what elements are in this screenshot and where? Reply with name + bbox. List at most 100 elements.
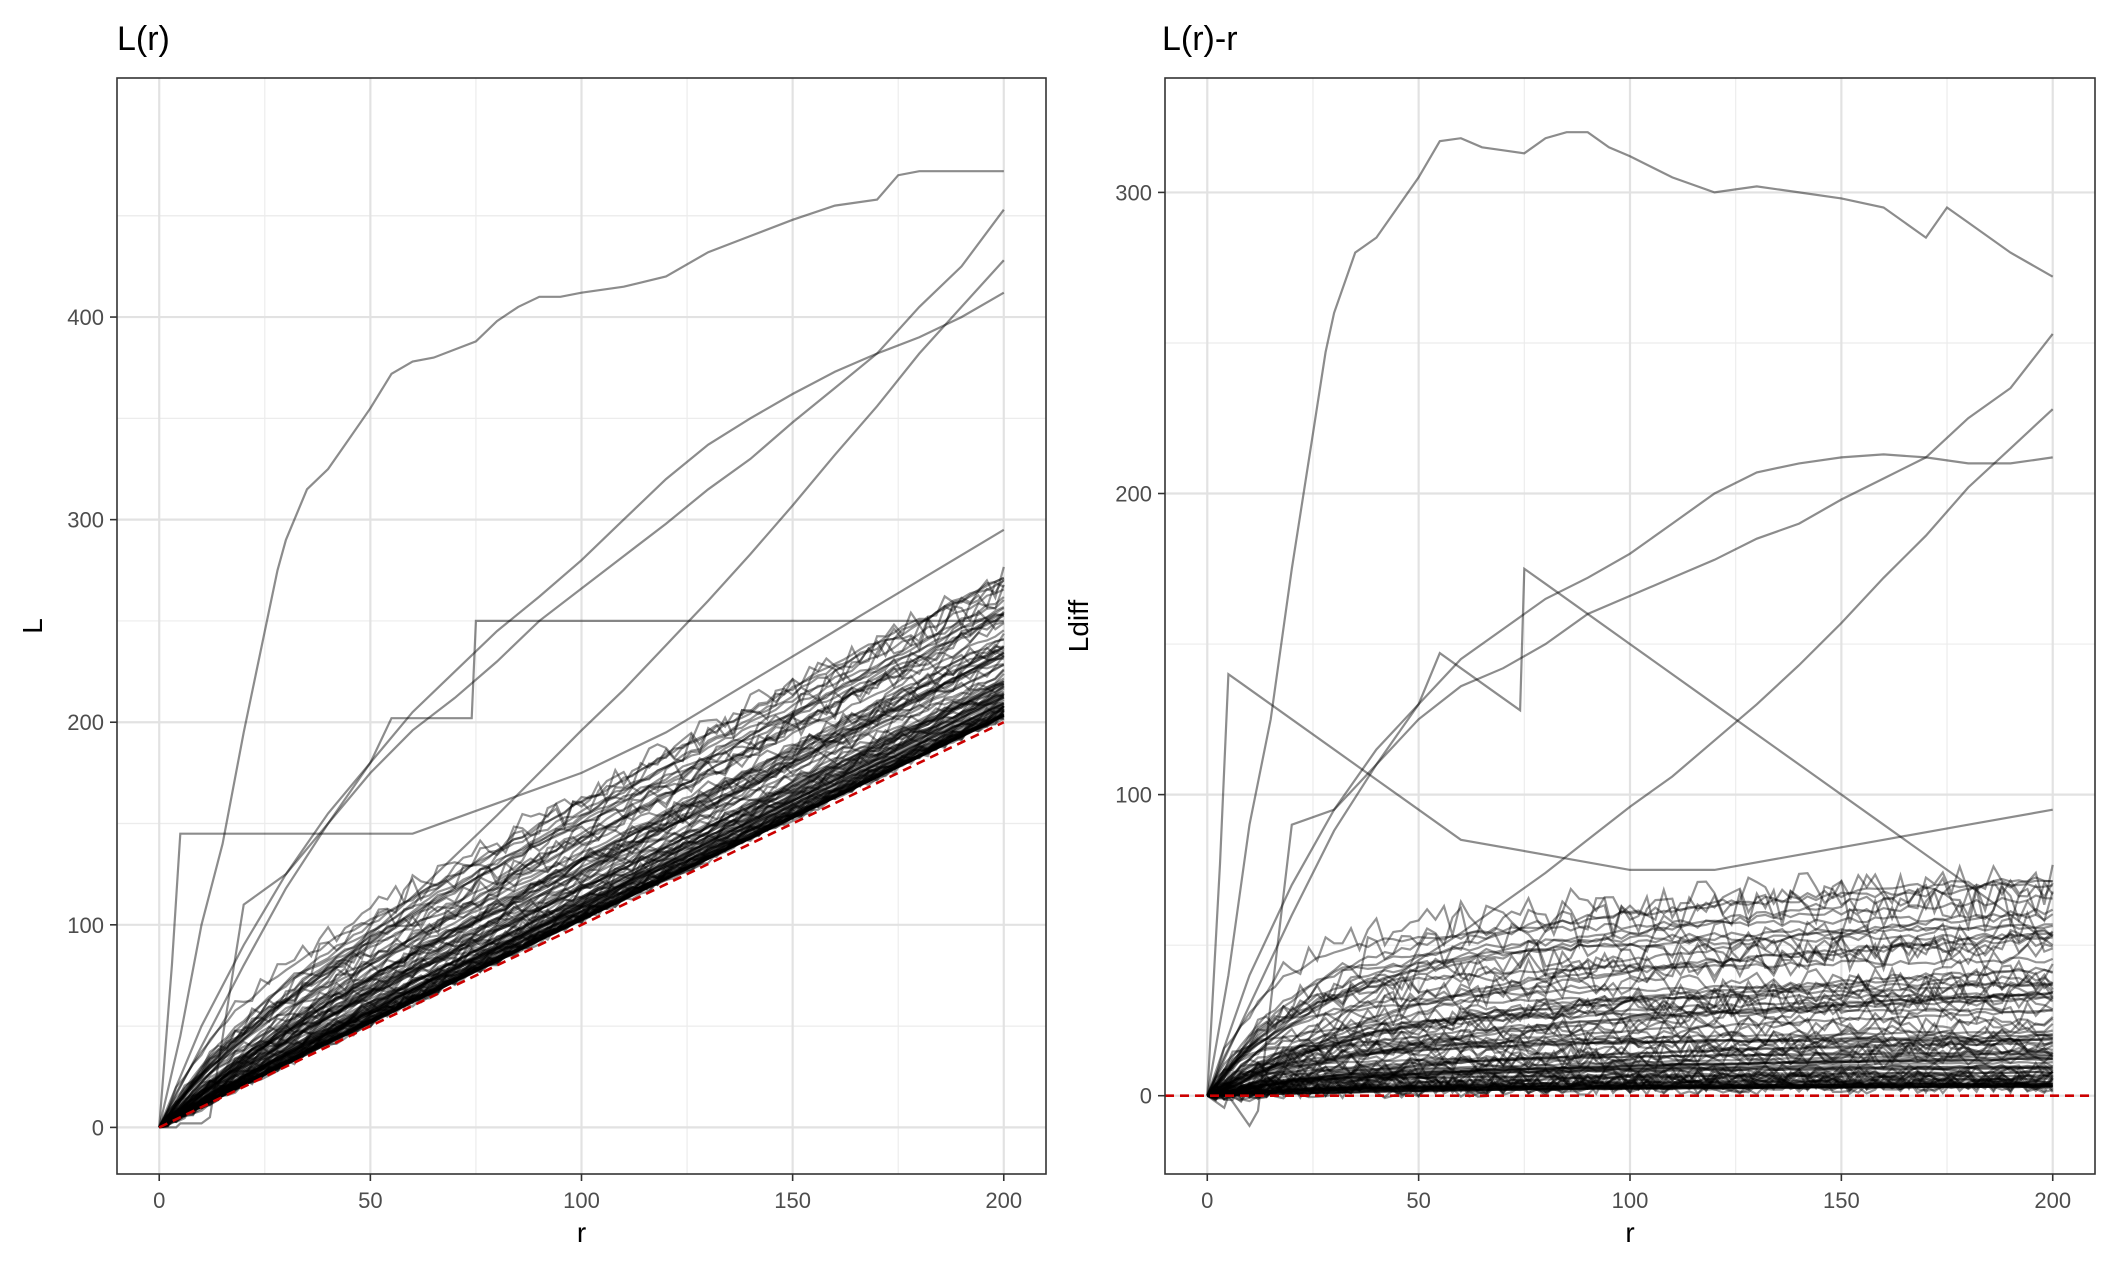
right-x-axis-title: r — [1625, 1217, 1634, 1248]
right-series-line — [1207, 967, 2054, 1099]
left-series-line — [158, 663, 1005, 1129]
left-series-line — [158, 578, 1005, 1128]
left-y-tick-label: 0 — [92, 1115, 104, 1140]
right-series-line — [1206, 927, 2054, 1097]
left-series-line — [158, 713, 1005, 1129]
right-series-line — [1206, 877, 2053, 1097]
right-series-line — [1207, 1084, 2053, 1097]
right-series-line — [1206, 1041, 2054, 1101]
left-series-line — [158, 645, 1004, 1129]
left-highlighted-series-line — [158, 209, 1005, 1128]
left-series-line — [158, 714, 1005, 1129]
left-series-line — [158, 702, 1005, 1129]
left-series-line — [158, 698, 1005, 1129]
right-series-line — [1207, 1063, 2054, 1097]
left-series-line — [158, 607, 1005, 1129]
right-series-line — [1206, 1076, 2053, 1098]
right-x-tick-label: 150 — [1823, 1188, 1860, 1213]
right-series-line — [1207, 1041, 2053, 1097]
right-series-line — [1207, 1054, 2053, 1097]
left-series-line — [158, 654, 1005, 1128]
left-series-line — [158, 710, 1005, 1129]
left-series-line — [158, 710, 1005, 1129]
left-series-line — [158, 616, 1005, 1129]
right-series-line — [1207, 1072, 2054, 1102]
left-series-line — [158, 706, 1005, 1129]
right-series-line — [1207, 1035, 2054, 1101]
right-series-line — [1206, 1071, 2054, 1097]
right-series-line — [1207, 1051, 2053, 1097]
right-series-line — [1206, 1029, 2053, 1097]
left-series-line — [158, 714, 1005, 1129]
left-series-line — [158, 713, 1005, 1129]
left-series-line — [158, 685, 1005, 1129]
left-series-line — [158, 664, 1005, 1129]
right-series-line — [1207, 1028, 2054, 1097]
right-series-line — [1207, 1038, 2053, 1098]
left-x-tick-label: 150 — [774, 1188, 811, 1213]
left-y-tick-label: 400 — [67, 305, 104, 330]
left-series-line — [158, 705, 1005, 1129]
left-series-line — [158, 695, 1004, 1129]
right-series-line — [1206, 956, 2054, 1097]
left-series-line — [158, 705, 1005, 1129]
right-series-line — [1206, 876, 2053, 1097]
right-y-tick-label: 100 — [1115, 783, 1152, 808]
left-series-line — [158, 679, 1005, 1129]
right-series-line — [1207, 932, 2054, 1099]
left-series-line — [158, 606, 1005, 1129]
right-series-line — [1207, 1057, 2053, 1097]
right-highlighted-series-line — [1206, 672, 2053, 1096]
right-series-line — [1207, 1072, 2054, 1099]
right-series-line — [1207, 1084, 2053, 1098]
left-series-line — [158, 646, 1005, 1129]
left-y-tick-label: 200 — [67, 710, 104, 735]
right-series-line — [1206, 958, 2054, 1098]
right-series-line — [1207, 988, 2054, 1099]
left-series-line — [158, 708, 1005, 1129]
right-series-line — [1206, 1041, 2054, 1097]
right-series-line — [1206, 982, 2054, 1097]
right-series-line — [1207, 1070, 2053, 1097]
left-series-line — [158, 599, 1005, 1128]
left-x-axis-title: r — [577, 1217, 586, 1248]
left-series-line — [158, 696, 1005, 1129]
left-series-line — [158, 714, 1005, 1129]
left-series-line — [158, 714, 1005, 1129]
right-series-line — [1207, 1077, 2053, 1097]
left-panel: 0 50 100 150 200 0 100 200 300 400 r L — [17, 77, 1047, 1248]
right-panel-title: L(r)-r — [1162, 20, 1238, 58]
right-series-line — [1206, 894, 2053, 1097]
right-series-group — [1165, 131, 2095, 1128]
left-series-line — [158, 633, 1005, 1129]
left-series-line — [158, 677, 1005, 1129]
left-series-line — [158, 696, 1005, 1129]
right-y-axis-title: Ldiff — [1063, 600, 1094, 653]
right-x-tick-label: 200 — [2034, 1188, 2071, 1213]
left-highlighted-series-line — [158, 170, 1004, 1128]
right-series-line — [1206, 1066, 2054, 1097]
left-series-line — [158, 656, 1005, 1129]
right-series-line — [1207, 1060, 2053, 1097]
right-panel: 0 50 100 150 200 0 100 200 300 r Ldiff — [1063, 77, 2096, 1248]
right-series-line — [1206, 981, 2053, 1097]
right-series-line — [1207, 1082, 2053, 1097]
right-series-line — [1207, 1084, 2053, 1097]
right-series-line — [1206, 1051, 2053, 1097]
left-series-line — [158, 709, 1005, 1129]
left-panel-title: L(r) — [117, 20, 170, 58]
right-y-tick-label: 0 — [1140, 1084, 1152, 1109]
right-series-line — [1207, 991, 2053, 1097]
right-series-line — [1207, 1064, 2053, 1097]
left-series-line — [158, 643, 1005, 1129]
right-series-line — [1206, 863, 2054, 1097]
right-series-line — [1206, 879, 2054, 1097]
right-series-line — [1207, 1084, 2053, 1097]
right-series-line — [1206, 966, 2054, 1097]
left-highlighted-series-line — [158, 259, 1005, 1129]
left-series-line — [158, 694, 1005, 1129]
right-series-line — [1207, 1066, 2053, 1097]
left-series-line — [158, 715, 1005, 1129]
right-series-line — [1206, 1043, 2054, 1097]
